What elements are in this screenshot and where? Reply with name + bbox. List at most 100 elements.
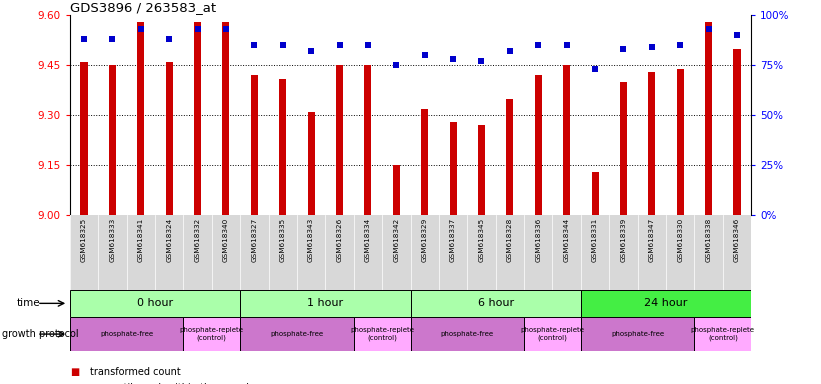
Point — [134, 26, 147, 32]
Text: growth protocol: growth protocol — [2, 329, 79, 339]
Bar — [354, 317, 410, 351]
Text: ■: ■ — [70, 367, 79, 377]
Bar — [336, 65, 343, 215]
Text: GSM618337: GSM618337 — [450, 217, 456, 262]
Bar — [80, 62, 88, 215]
Text: GSM618334: GSM618334 — [365, 217, 371, 262]
Bar — [563, 65, 571, 215]
Text: GSM618345: GSM618345 — [479, 217, 484, 262]
Bar — [166, 62, 172, 215]
Bar — [365, 65, 371, 215]
Text: GSM618342: GSM618342 — [393, 217, 399, 262]
Bar — [733, 49, 741, 215]
Point — [645, 44, 658, 50]
Text: phosphate-free: phosphate-free — [270, 331, 323, 337]
Bar — [450, 122, 456, 215]
Text: GSM618339: GSM618339 — [621, 217, 626, 262]
Text: GSM618347: GSM618347 — [649, 217, 655, 262]
Text: 24 hour: 24 hour — [644, 298, 688, 308]
Text: GSM618326: GSM618326 — [337, 217, 342, 262]
Point — [219, 26, 232, 32]
Point — [333, 42, 346, 48]
Text: GSM618343: GSM618343 — [308, 217, 314, 262]
Bar — [222, 22, 230, 215]
Text: GSM618324: GSM618324 — [166, 217, 172, 262]
Text: GSM618335: GSM618335 — [280, 217, 286, 262]
Bar — [194, 22, 201, 215]
Point — [163, 36, 176, 42]
Text: phosphate-replete
(control): phosphate-replete (control) — [521, 327, 585, 341]
Point — [106, 36, 119, 42]
Bar — [581, 317, 695, 351]
Point — [560, 42, 573, 48]
Bar — [695, 317, 751, 351]
Bar — [705, 22, 712, 215]
Point — [361, 42, 374, 48]
Point — [248, 42, 261, 48]
Text: ■: ■ — [70, 383, 79, 384]
Point — [589, 66, 602, 72]
Text: GSM618340: GSM618340 — [223, 217, 229, 262]
Text: 6 hour: 6 hour — [478, 298, 514, 308]
Bar — [534, 75, 542, 215]
Text: GSM618328: GSM618328 — [507, 217, 513, 262]
Text: GSM618331: GSM618331 — [592, 217, 598, 262]
Text: phosphate-replete
(control): phosphate-replete (control) — [350, 327, 414, 341]
Bar — [241, 290, 410, 317]
Bar — [507, 99, 513, 215]
Point — [77, 36, 90, 42]
Text: percentile rank within the sample: percentile rank within the sample — [90, 383, 255, 384]
Point — [191, 26, 204, 32]
Point — [390, 62, 403, 68]
Text: GSM618325: GSM618325 — [81, 217, 87, 262]
Point — [674, 42, 687, 48]
Text: GSM618330: GSM618330 — [677, 217, 683, 262]
Bar — [279, 79, 287, 215]
Text: GDS3896 / 263583_at: GDS3896 / 263583_at — [70, 1, 216, 14]
Text: phosphate-replete
(control): phosphate-replete (control) — [690, 327, 754, 341]
Bar — [392, 165, 400, 215]
Text: phosphate-free: phosphate-free — [100, 331, 154, 337]
Point — [475, 58, 488, 65]
Text: GSM618344: GSM618344 — [564, 217, 570, 262]
Point — [702, 26, 715, 32]
Point — [731, 32, 744, 38]
Point — [532, 42, 545, 48]
Bar — [137, 22, 144, 215]
Text: GSM618329: GSM618329 — [422, 217, 428, 262]
Text: GSM618338: GSM618338 — [705, 217, 712, 262]
Bar — [421, 109, 429, 215]
Text: GSM618332: GSM618332 — [195, 217, 200, 262]
Bar — [241, 317, 354, 351]
Point — [305, 48, 318, 55]
Point — [503, 48, 516, 55]
Text: transformed count: transformed count — [90, 367, 181, 377]
Text: 0 hour: 0 hour — [137, 298, 173, 308]
Bar — [620, 82, 627, 215]
Bar — [183, 317, 241, 351]
Bar — [677, 69, 684, 215]
Bar — [410, 290, 581, 317]
Bar — [581, 290, 751, 317]
Text: GSM618346: GSM618346 — [734, 217, 740, 262]
Text: 1 hour: 1 hour — [307, 298, 343, 308]
Bar — [524, 317, 581, 351]
Text: GSM618336: GSM618336 — [535, 217, 541, 262]
Bar — [649, 72, 655, 215]
Bar — [478, 125, 485, 215]
Text: phosphate-free: phosphate-free — [441, 331, 494, 337]
Bar — [308, 112, 314, 215]
Bar — [410, 317, 524, 351]
Text: phosphate-replete
(control): phosphate-replete (control) — [180, 327, 244, 341]
Point — [276, 42, 289, 48]
Point — [617, 46, 630, 52]
Text: GSM618333: GSM618333 — [109, 217, 116, 262]
Bar — [109, 65, 116, 215]
Bar — [70, 317, 183, 351]
Point — [418, 52, 431, 58]
Text: time: time — [16, 298, 40, 308]
Bar — [70, 290, 241, 317]
Bar — [250, 75, 258, 215]
Bar — [591, 172, 599, 215]
Text: GSM618327: GSM618327 — [251, 217, 257, 262]
